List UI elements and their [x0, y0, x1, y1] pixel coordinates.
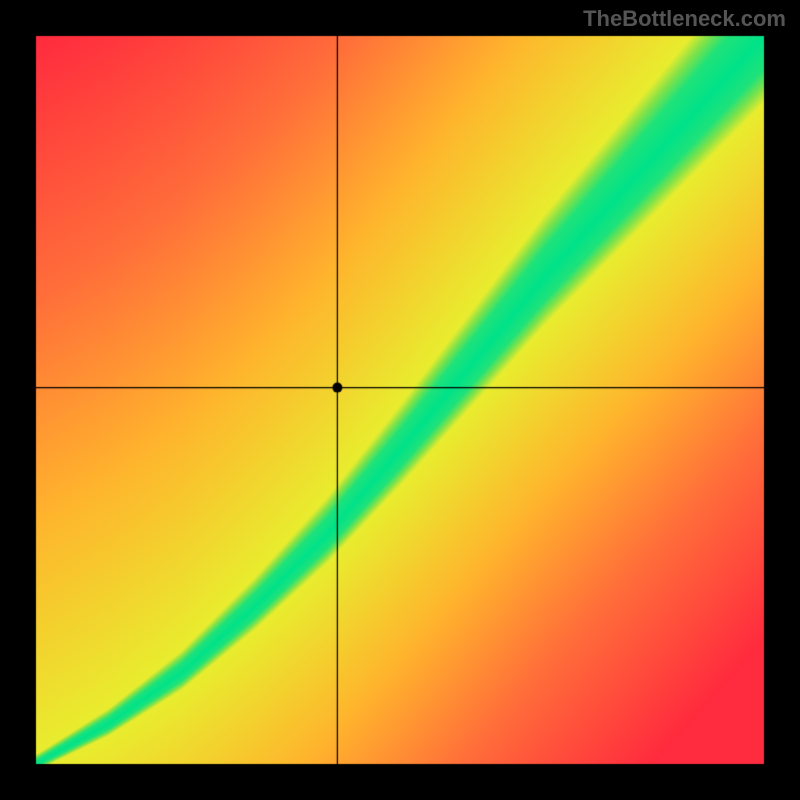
heatmap-canvas — [0, 0, 800, 800]
watermark-text: TheBottleneck.com — [583, 6, 786, 32]
chart-frame: TheBottleneck.com — [0, 0, 800, 800]
